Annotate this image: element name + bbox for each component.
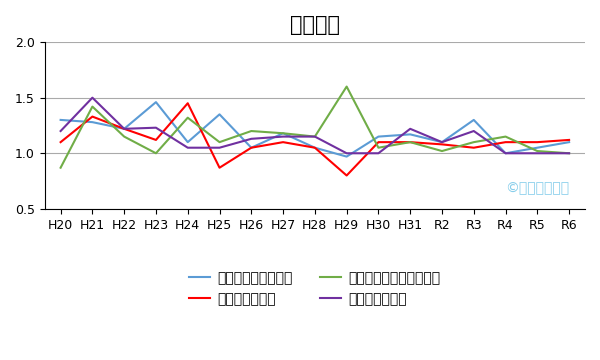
- 機械システム工学科: [57, 118, 64, 122]
- 電気情報工学科: [57, 140, 64, 144]
- 物質化学工学科: [375, 151, 382, 156]
- システム制御情報工学科: [121, 134, 128, 139]
- 物質化学工学科: [470, 129, 478, 133]
- 機械システム工学科: [216, 112, 223, 117]
- 物質化学工学科: [121, 127, 128, 131]
- 機械システム工学科: [121, 127, 128, 131]
- 電気情報工学科: [566, 138, 573, 142]
- 物質化学工学科: [407, 127, 414, 131]
- Line: 物質化学工学科: 物質化学工学科: [61, 98, 569, 153]
- 電気情報工学科: [534, 140, 541, 144]
- 物質化学工学科: [280, 134, 287, 139]
- 電気情報工学科: [184, 101, 191, 105]
- 電気情報工学科: [248, 145, 255, 150]
- 電気情報工学科: [280, 140, 287, 144]
- 機械システム工学科: [280, 131, 287, 135]
- システム制御情報工学科: [407, 140, 414, 144]
- 電気情報工学科: [470, 145, 478, 150]
- 物質化学工学科: [89, 95, 96, 100]
- 機械システム工学科: [152, 100, 160, 104]
- 物質化学工学科: [184, 145, 191, 150]
- システム制御情報工学科: [57, 166, 64, 170]
- 機械システム工学科: [343, 154, 350, 159]
- 物質化学工学科: [566, 151, 573, 156]
- 物質化学工学科: [502, 151, 509, 156]
- 機械システム工学科: [184, 140, 191, 144]
- Line: システム制御情報工学科: システム制御情報工学科: [61, 86, 569, 168]
- 物質化学工学科: [57, 129, 64, 133]
- 機械システム工学科: [502, 151, 509, 156]
- システム制御情報工学科: [216, 140, 223, 144]
- 電気情報工学科: [121, 127, 128, 131]
- システム制御情報工学科: [439, 149, 446, 153]
- システム制御情報工学科: [375, 145, 382, 150]
- 電気情報工学科: [439, 142, 446, 147]
- 電気情報工学科: [375, 140, 382, 144]
- 物質化学工学科: [343, 151, 350, 156]
- システム制御情報工学科: [280, 131, 287, 135]
- 電気情報工学科: [343, 173, 350, 177]
- システム制御情報工学科: [311, 134, 319, 139]
- Text: ©高専受験計画: ©高専受験計画: [505, 181, 569, 195]
- 電気情報工学科: [311, 145, 319, 150]
- 機械システム工学科: [470, 118, 478, 122]
- 物質化学工学科: [439, 140, 446, 144]
- 電気情報工学科: [407, 140, 414, 144]
- 電気情報工学科: [502, 140, 509, 144]
- 機械システム工学科: [534, 145, 541, 150]
- 物質化学工学科: [216, 145, 223, 150]
- 物質化学工学科: [311, 134, 319, 139]
- システム制御情報工学科: [184, 116, 191, 120]
- 電気情報工学科: [152, 138, 160, 142]
- 電気情報工学科: [89, 114, 96, 119]
- 機械システム工学科: [375, 134, 382, 139]
- システム制御情報工学科: [470, 140, 478, 144]
- 機械システム工学科: [439, 140, 446, 144]
- システム制御情報工学科: [502, 134, 509, 139]
- システム制御情報工学科: [248, 129, 255, 133]
- 機械システム工学科: [407, 132, 414, 136]
- 電気情報工学科: [216, 166, 223, 170]
- Line: 機械システム工学科: 機械システム工学科: [61, 102, 569, 157]
- 機械システム工学科: [89, 120, 96, 124]
- システム制御情報工学科: [89, 104, 96, 109]
- 機械システム工学科: [566, 140, 573, 144]
- システム制御情報工学科: [152, 151, 160, 156]
- 物質化学工学科: [534, 151, 541, 156]
- システム制御情報工学科: [534, 149, 541, 153]
- システム制御情報工学科: [343, 84, 350, 89]
- Legend: 機械システム工学科, 電気情報工学科, システム制御情報工学科, 物質化学工学科: 機械システム工学科, 電気情報工学科, システム制御情報工学科, 物質化学工学科: [184, 266, 446, 312]
- 機械システム工学科: [248, 145, 255, 150]
- 機械システム工学科: [311, 145, 319, 150]
- 物質化学工学科: [152, 126, 160, 130]
- Line: 電気情報工学科: 電気情報工学科: [61, 103, 569, 175]
- システム制御情報工学科: [566, 151, 573, 156]
- Title: 学力選抜: 学力選抜: [290, 15, 340, 35]
- 物質化学工学科: [248, 137, 255, 141]
